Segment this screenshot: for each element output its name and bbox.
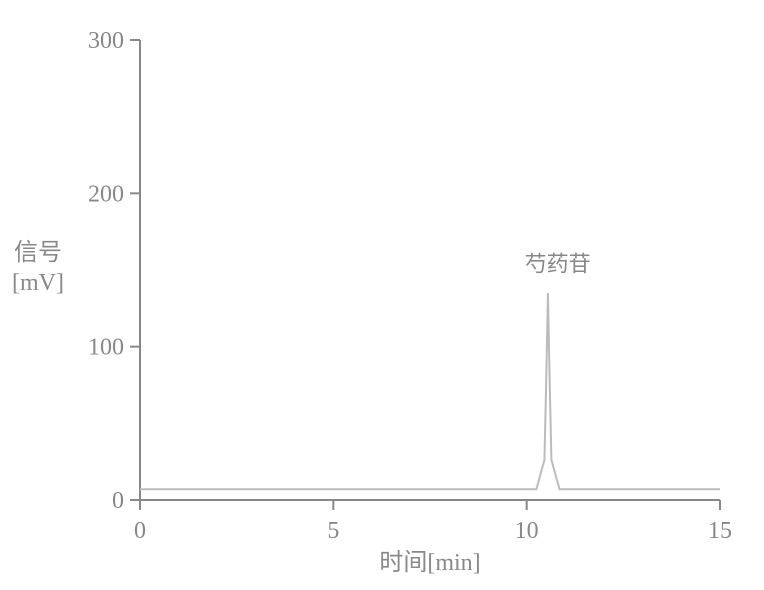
- y-tick-label: 200: [88, 181, 124, 207]
- y-tick-label: 300: [88, 28, 124, 54]
- peak-label: 芍药苷: [525, 252, 591, 277]
- x-tick-label: 10: [515, 518, 539, 544]
- y-tick-label: 0: [112, 488, 124, 514]
- chart-svg: 0 5 10 15 0 100 200 300 时间[min] 信号 [mV] 芍药苷: [0, 0, 764, 590]
- chromatogram-chart: 0 5 10 15 0 100 200 300 时间[min] 信号 [mV] 芍药苷: [0, 0, 764, 590]
- y-axis-title-line: [mV]: [12, 270, 64, 296]
- y-tick-label: 100: [88, 335, 124, 361]
- x-axis-title: 时间[min]: [379, 549, 480, 576]
- y-axis-title-line: 信号: [14, 239, 62, 266]
- axis-frame: [140, 40, 720, 500]
- x-tick-label: 5: [327, 518, 339, 544]
- chromatogram-trace: [140, 293, 720, 489]
- x-tick-label: 15: [708, 518, 732, 544]
- x-tick-label: 0: [134, 518, 146, 544]
